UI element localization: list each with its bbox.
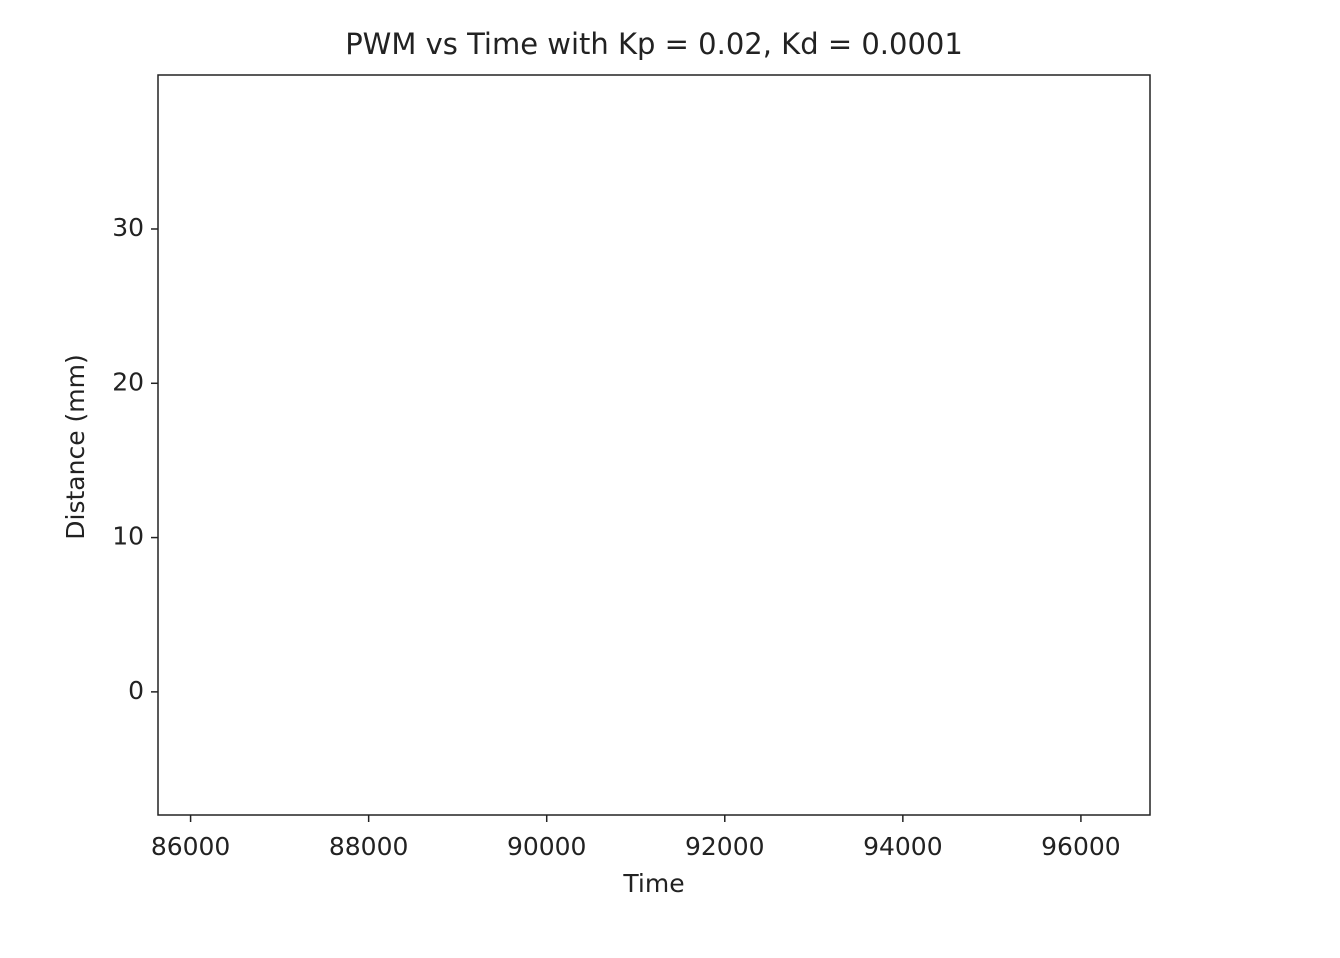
y-tick-label: 30 xyxy=(112,213,144,242)
x-tick-label: 90000 xyxy=(507,832,587,861)
x-tick-label: 92000 xyxy=(685,832,765,861)
y-axis-label: Distance (mm) xyxy=(61,354,90,539)
x-tick-label: 96000 xyxy=(1041,832,1121,861)
x-tick-label: 94000 xyxy=(863,832,943,861)
plot-frame xyxy=(157,74,1151,816)
x-tick-label: 86000 xyxy=(151,832,231,861)
x-tick-label: 88000 xyxy=(329,832,409,861)
chart-title: PWM vs Time with Kp = 0.02, Kd = 0.0001 xyxy=(345,27,963,61)
y-tick-label: 20 xyxy=(112,367,144,396)
x-axis-label: Time xyxy=(622,869,684,898)
y-tick-label: 0 xyxy=(128,676,144,705)
y-tick-label: 10 xyxy=(112,522,144,551)
